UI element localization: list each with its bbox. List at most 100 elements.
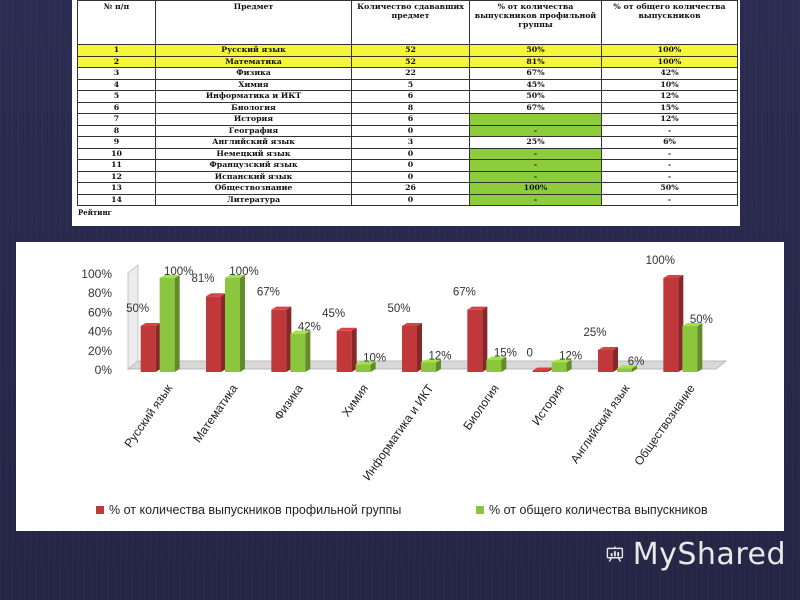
data-label: 0 <box>526 348 532 360</box>
bar-side <box>286 306 292 372</box>
chart-card: 0% 20% 40% 60% 80% 100% 50% 100% Русский язык 81%… <box>16 242 784 531</box>
row-pct-total: - <box>601 193 738 206</box>
row-pct-group: 100% <box>469 182 602 195</box>
data-label: 100% <box>229 266 258 278</box>
bar-side <box>240 275 245 372</box>
row-number: 9 <box>77 136 156 149</box>
table-row: 4 Химия 5 45% 10% <box>77 78 738 91</box>
table-row: 9 Английский язык 3 25% 6% <box>77 136 738 149</box>
legend-label: % от общего количества выпускников <box>489 503 708 517</box>
data-label: 12% <box>428 350 451 362</box>
bar-top <box>336 327 357 331</box>
header-number: № п/п <box>77 0 156 45</box>
bar-group <box>663 278 679 372</box>
category-label: Математика <box>190 381 240 445</box>
row-number: 1 <box>77 44 156 57</box>
bar-top <box>551 359 572 363</box>
bar-side <box>305 330 311 372</box>
table-row: 5 Информатика и ИКТ 6 50% 12% <box>77 90 738 103</box>
row-subject: Русский язык <box>155 44 352 57</box>
row-pct-group: 67% <box>469 101 602 114</box>
table-row: 7 История 6 12% <box>77 113 738 126</box>
y-tick-label: 60% <box>88 305 112 319</box>
bar-side <box>613 347 618 372</box>
bar-total <box>225 278 240 372</box>
data-label: 12% <box>559 350 582 362</box>
bar-side <box>221 293 226 372</box>
row-subject: Английский язык <box>155 136 352 149</box>
header-pct-total: % от общего количества выпускников <box>601 0 738 45</box>
data-label: 15% <box>494 348 517 360</box>
bar-total <box>551 362 567 372</box>
row-pct-group: - <box>469 170 602 183</box>
row-pct-total: 6% <box>601 136 738 149</box>
table-row: 10 Немецкий язык 0- - <box>77 147 738 160</box>
row-subject: Информатика и ИКТ <box>155 90 352 103</box>
row-number: 11 <box>77 159 156 172</box>
category-label: История <box>529 382 567 428</box>
row-count: 0 <box>351 193 470 206</box>
data-label: 100% <box>646 255 675 267</box>
bar-side <box>678 275 684 372</box>
bar-chart: 0% 20% 40% 60% 80% 100% 50% 100% Русский язык 81%… <box>81 255 728 517</box>
table-row: 2 Математика 52 81% 100% <box>77 55 738 68</box>
y-tick-label: 20% <box>88 344 112 358</box>
row-subject: Французский язык <box>155 159 352 172</box>
bar-total <box>355 364 371 372</box>
bar-top <box>355 361 376 365</box>
row-subject: Немецкий язык <box>155 147 352 160</box>
bar-side <box>174 275 180 372</box>
bar-top <box>271 306 292 310</box>
bar-side <box>436 359 441 372</box>
subjects-table-panel: № п/п Предмет Количество сдававших предм… <box>72 0 740 226</box>
bar-total <box>486 359 502 372</box>
data-label: 50% <box>126 303 149 315</box>
bar-side <box>501 356 507 372</box>
chart-side-wall <box>127 264 139 370</box>
table-row: 3 Физика 22 67% 42% <box>77 67 738 80</box>
row-pct-total: 42% <box>601 67 738 80</box>
row-subject: Обществознание <box>155 182 352 195</box>
row-number: 6 <box>77 101 156 114</box>
legend-swatch <box>96 506 104 514</box>
bar-top <box>617 365 637 369</box>
row-number: 12 <box>77 170 156 183</box>
y-tick-label: 0% <box>95 363 113 377</box>
row-pct-group: - <box>469 159 602 172</box>
bar-group <box>402 326 417 372</box>
row-pct-group: 50% <box>469 90 602 103</box>
row-subject: Химия <box>155 78 352 91</box>
bar-top <box>140 323 161 326</box>
bar-group <box>336 330 352 372</box>
data-label: 50% <box>690 314 713 326</box>
bar-group <box>206 296 221 372</box>
presentation-screen-icon <box>606 546 624 562</box>
table-row: 12 Испанский язык 0- - <box>77 170 738 183</box>
data-label: 45% <box>322 308 345 320</box>
table-row: 8 География 0- - <box>77 124 738 137</box>
bar-top <box>402 323 422 326</box>
category-label: Обществознание <box>631 381 698 468</box>
data-label: 25% <box>583 327 606 339</box>
row-number: 2 <box>77 55 156 68</box>
row-subject: Математика <box>155 55 352 68</box>
table-header-row: № п/п Предмет Количество сдававших предм… <box>77 0 738 45</box>
myshared-logo: MyShared <box>606 532 786 576</box>
bar-side <box>547 367 553 372</box>
row-pct-total: 12% <box>601 90 738 103</box>
row-number: 7 <box>77 113 156 126</box>
y-tick-label: 80% <box>88 286 112 300</box>
bar-top <box>467 306 488 310</box>
header-count: Количество сдававших предмет <box>351 0 470 45</box>
row-pct-total: - <box>601 147 738 160</box>
row-pct-group: 45% <box>469 78 602 91</box>
bar-group <box>271 309 287 372</box>
row-count: 0 <box>351 170 470 183</box>
table-row: 13 Обществознание 26 100% 50% <box>77 182 738 195</box>
row-number: 5 <box>77 90 156 103</box>
bar-top <box>532 367 553 371</box>
bar-side <box>417 323 422 372</box>
row-pct-total: 10% <box>601 78 738 91</box>
bar-side <box>155 323 161 372</box>
category-label: Биология <box>460 382 502 433</box>
